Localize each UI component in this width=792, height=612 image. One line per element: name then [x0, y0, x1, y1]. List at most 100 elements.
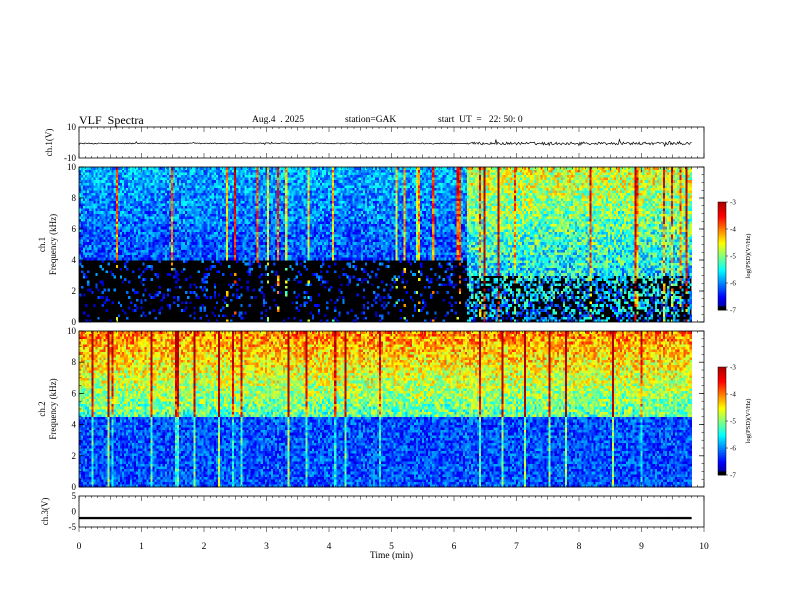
ch1-spec-cell [211, 231, 215, 235]
ch1-spec-cell [305, 218, 308, 222]
ch1-spec-cell [154, 190, 157, 194]
ch1-spec-cell [238, 172, 241, 176]
ch1-spec-cell [111, 179, 115, 183]
ch1-spec-cell [252, 223, 255, 227]
ch1-spec-cell [105, 241, 108, 245]
ch1-spec-cell [148, 172, 151, 176]
ch1-spec-cell [262, 195, 266, 199]
ch1-spec-cell [111, 249, 115, 253]
ch1-spec-cell [295, 208, 298, 212]
ch1-spec-cell [87, 169, 90, 173]
ch1-spec-cell [95, 257, 98, 261]
ch1-spec-cell [301, 218, 304, 222]
ch1-spec-cell [279, 223, 282, 227]
ch1-spec-cell [299, 187, 302, 191]
ch1-spec-cell [160, 234, 164, 238]
ch1-spec-cell [201, 249, 204, 253]
ch1-spec-cell [238, 190, 241, 194]
ch1-spec-cell [107, 254, 110, 258]
ch1-spec-cell [270, 187, 274, 191]
ch1-spec-cell [183, 203, 186, 207]
ch1-spec-cell [136, 216, 139, 219]
ch1-spec-cell [295, 172, 298, 176]
ch1-spec-cell [136, 200, 139, 204]
ch1-spec-cell [193, 231, 196, 235]
ch1-spec-cell [240, 236, 243, 240]
ch1-spec-cell [238, 241, 241, 245]
ch1-spec-cell [266, 223, 270, 227]
ch1-spec-cell [205, 231, 208, 235]
ch1-spec-cell [252, 218, 255, 222]
ch1-spec-cell [268, 234, 272, 238]
ch1-spec-cell [89, 244, 92, 248]
ch1-spec-cell [121, 247, 125, 250]
ch1-spec-cell [228, 223, 231, 227]
ch1-spec-cell [321, 205, 325, 209]
ch1-spec-cell [217, 200, 221, 204]
ch1-spec-cell [240, 239, 243, 243]
ch1-spec-cell [295, 234, 298, 238]
ch1-spec-cell [319, 169, 323, 173]
ch1-spec-cell [85, 200, 88, 204]
ch1-spec-cell [195, 223, 198, 227]
ch1-spec-cell [301, 203, 304, 207]
ch1-spec-cell [140, 236, 143, 240]
ch1-spec-cell [287, 213, 290, 217]
ch1-spec-cell [195, 257, 198, 261]
ch1-spec-cell [252, 203, 255, 207]
ch1-spec-cell [264, 241, 268, 245]
ch1-spec-cell [287, 179, 290, 183]
ch1-spec-cell [150, 177, 153, 181]
ch1-spec-cell [266, 247, 270, 250]
ch1-spec-cell [199, 257, 202, 261]
ch1-spec-cell [170, 182, 174, 186]
ch1-spec-cell [321, 182, 325, 186]
ch1-spec-cell [97, 179, 100, 183]
ch1-spec-cell [111, 229, 115, 232]
ch1-spec-cell [254, 205, 257, 209]
ch1-spec-cell [228, 265, 231, 269]
ch1-spec-cell [309, 298, 313, 302]
ch1-spec-cell [272, 174, 276, 178]
ch1-spec-cell [81, 205, 84, 209]
ch1-spec-cell [170, 229, 174, 232]
ch1-spec-cell [213, 285, 217, 289]
ch1-spec-cell [240, 172, 243, 176]
ch1-spec-cell [303, 216, 306, 219]
ch1-spec-cell [240, 303, 243, 307]
ch1-spec-cell [91, 192, 94, 196]
ch1-spec-cell [221, 205, 225, 209]
ch1-spec-cell [132, 210, 135, 214]
ch1-spec-cell [121, 221, 125, 225]
ch1-spec-cell [93, 213, 96, 217]
ch1-spec-cell [144, 314, 147, 318]
ch1-spec-cell [87, 254, 90, 258]
ch1-spec-cell [130, 218, 133, 222]
ch1-spec-cell [270, 247, 274, 250]
ch1-spec-cell [160, 257, 164, 261]
ch1-spec-cell [223, 241, 227, 245]
ch1-spec-cell [138, 185, 141, 188]
ch1-spec-cell [283, 172, 286, 176]
ch1-spec-cell [272, 226, 276, 230]
ch1-spec-cell [321, 280, 325, 284]
ch1-spec-cell [109, 254, 112, 258]
ch1-spec-cell [168, 249, 172, 253]
ch1-spec-cell [187, 239, 190, 243]
ch1-spec-cell [250, 223, 253, 227]
ch1-spec-cell [103, 187, 106, 191]
ch1-spec-cell [250, 236, 253, 240]
ch1-spec-cell [144, 216, 147, 219]
ch1-spec-cell [183, 210, 186, 214]
ch1-spec-cell [172, 179, 176, 183]
ch1-spec-cell [115, 254, 119, 258]
ch1-spec-cell [201, 226, 204, 230]
ch1-spec-cell [97, 187, 100, 191]
ch1-spec-cell [236, 234, 239, 238]
ch1-spec-cell [83, 244, 86, 248]
ch1-spec-cell [295, 275, 298, 279]
ch1-spec-cell [283, 192, 286, 196]
ch1-spec-cell [285, 241, 288, 245]
ch1-spec-cell [209, 172, 213, 176]
ch1-spec-cell [123, 311, 127, 315]
